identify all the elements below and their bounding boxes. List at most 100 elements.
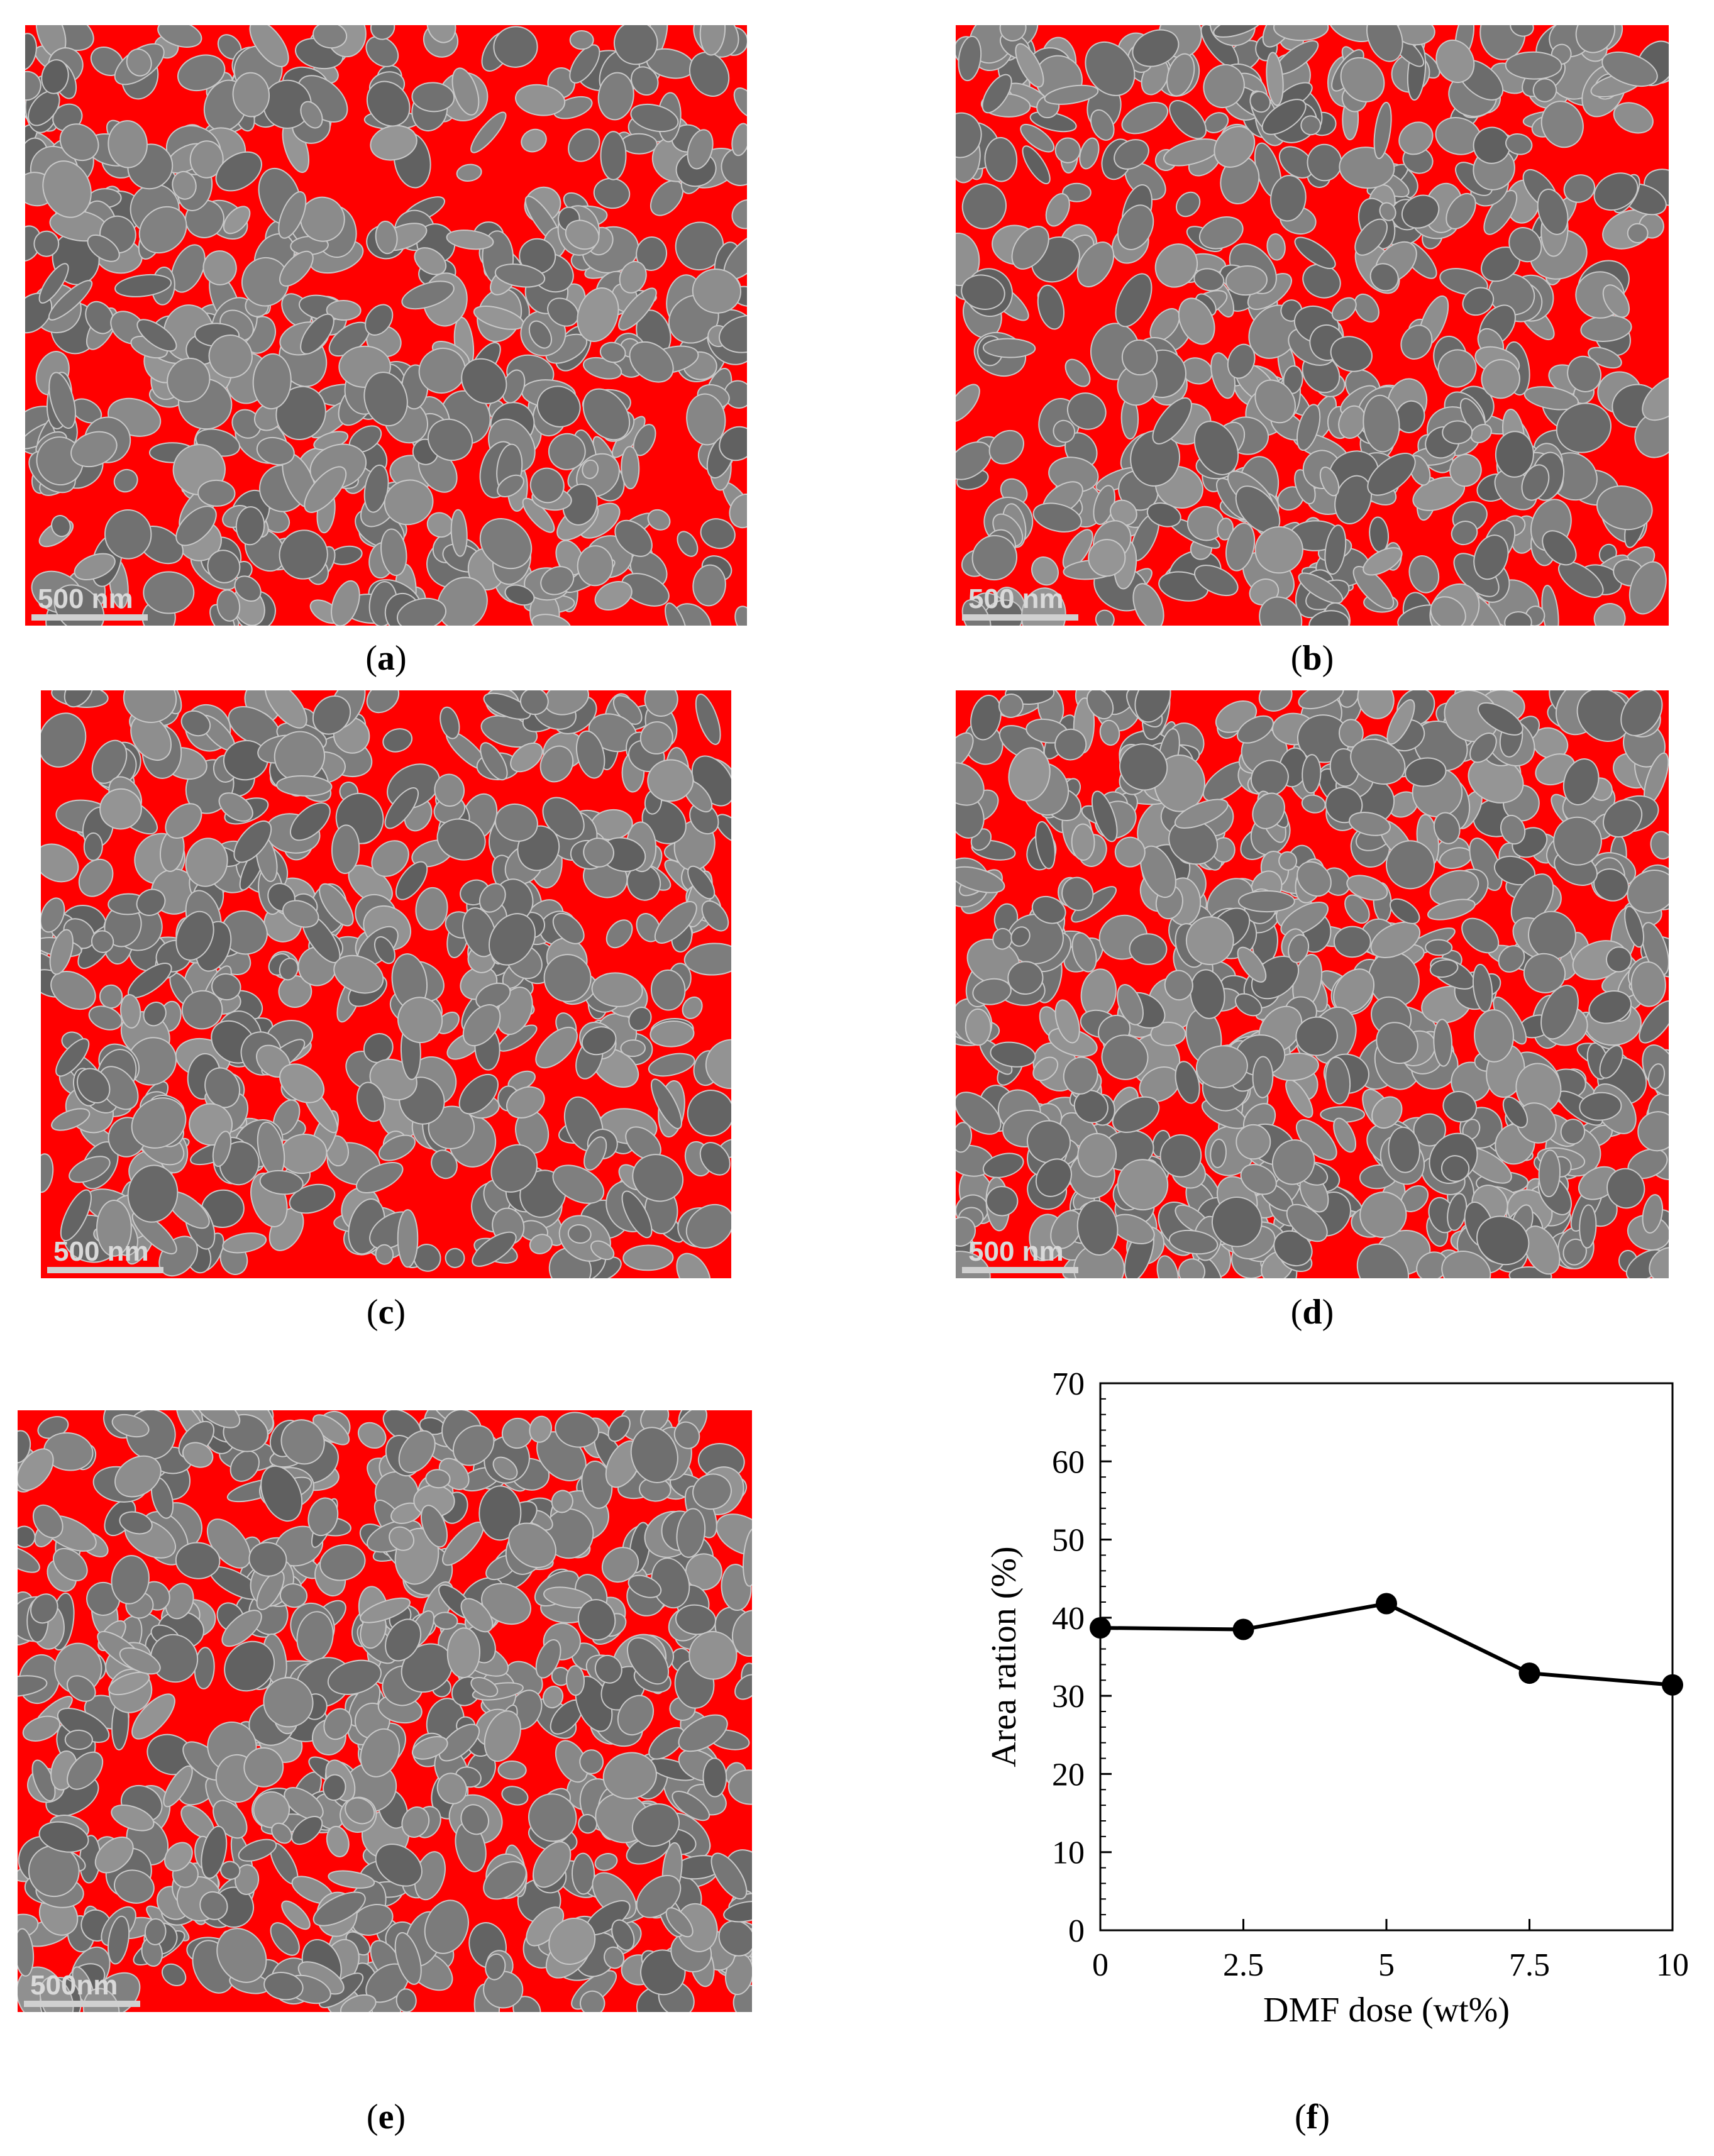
sem-image-e: 500nm: [18, 1410, 752, 2012]
particle: [515, 84, 566, 116]
particle: [988, 429, 1024, 465]
particle: [727, 1769, 752, 1805]
particle: [326, 299, 362, 321]
particle: [1054, 137, 1081, 163]
particle: [493, 26, 538, 68]
sem-image-a: 500 nm: [25, 25, 747, 626]
particle: [501, 1417, 533, 1449]
particle: [279, 250, 314, 287]
particle: [614, 519, 653, 557]
particle: [678, 1714, 728, 1752]
particle: [375, 220, 398, 255]
particle: [1175, 191, 1201, 218]
particle: [91, 930, 114, 953]
particle: [531, 614, 572, 626]
particle: [1211, 1197, 1263, 1247]
particle: [1054, 999, 1080, 1044]
particle: [568, 128, 600, 162]
particle: [366, 80, 411, 127]
particle: [1370, 921, 1421, 958]
particle: [470, 111, 507, 153]
particle: [265, 690, 307, 729]
particle: [1035, 1158, 1072, 1197]
particle: [1319, 467, 1340, 497]
series-line: [1100, 1601, 1673, 1687]
particle: [375, 1244, 394, 1265]
particle: [1119, 743, 1168, 791]
particle: [259, 1169, 304, 1195]
particle: [119, 1647, 161, 1675]
sem-image-c-svg: 500 nm: [41, 690, 731, 1278]
particle: [18, 1545, 40, 1573]
particle: [731, 199, 747, 229]
particle: [136, 319, 177, 352]
particle: [1498, 945, 1525, 973]
particle: [1115, 273, 1153, 328]
particle: [639, 721, 673, 755]
particle: [621, 1190, 653, 1239]
particle: [647, 759, 694, 802]
particle: [143, 571, 195, 614]
particle: [719, 426, 747, 462]
particle: [984, 136, 1018, 182]
particle: [692, 564, 726, 607]
particle: [181, 990, 223, 1030]
particle: [676, 1508, 706, 1558]
particle: [114, 274, 172, 297]
particle: [461, 358, 507, 404]
particle: [414, 247, 447, 275]
particle: [326, 1825, 350, 1857]
particle: [576, 730, 605, 779]
particle: [644, 690, 678, 717]
particle: [1091, 790, 1118, 843]
particle: [1325, 1056, 1351, 1105]
particle: [701, 900, 729, 932]
particle: [385, 1618, 422, 1662]
particle: [238, 1838, 277, 1862]
particle: [279, 1583, 308, 1608]
particle: [263, 1677, 314, 1728]
particle: [366, 690, 400, 714]
particle: [1639, 1000, 1669, 1044]
particle: [489, 913, 536, 966]
particle: [411, 1736, 448, 1760]
particle: [631, 66, 659, 96]
particle: [1446, 192, 1476, 229]
particle: [1483, 190, 1518, 235]
particle: [49, 929, 74, 975]
particle: [1333, 1117, 1357, 1153]
particle: [69, 1156, 111, 1183]
particle: [41, 712, 87, 768]
particle: [1101, 1034, 1149, 1080]
particle: [452, 1425, 495, 1466]
particle: [51, 1108, 91, 1131]
particle: [1085, 41, 1136, 96]
particle: [131, 1097, 187, 1149]
particle: [1540, 985, 1579, 1040]
particle: [1032, 1056, 1059, 1081]
particle: [651, 1078, 682, 1129]
particle: [1556, 402, 1612, 453]
particle: [1099, 719, 1120, 746]
particle: [699, 1142, 731, 1176]
particle: [1637, 1111, 1669, 1152]
particle: [1599, 1045, 1623, 1079]
particle: [197, 479, 236, 507]
particle: [48, 280, 93, 321]
particle: [640, 1410, 670, 1432]
particle: [401, 280, 455, 310]
y-axis-label: Area ration (%): [985, 1546, 1024, 1767]
particle: [687, 1090, 731, 1137]
particle: [234, 575, 262, 602]
particle: [1280, 902, 1329, 936]
particle: [677, 531, 699, 557]
particle: [478, 883, 506, 913]
particles-d: [956, 690, 1669, 1278]
particle: [456, 163, 482, 182]
particle: [222, 1232, 267, 1254]
particle: [683, 943, 731, 976]
particle: [1278, 851, 1298, 871]
particle: [591, 972, 643, 1007]
particle: [328, 1870, 375, 1889]
particle: [675, 1604, 717, 1635]
